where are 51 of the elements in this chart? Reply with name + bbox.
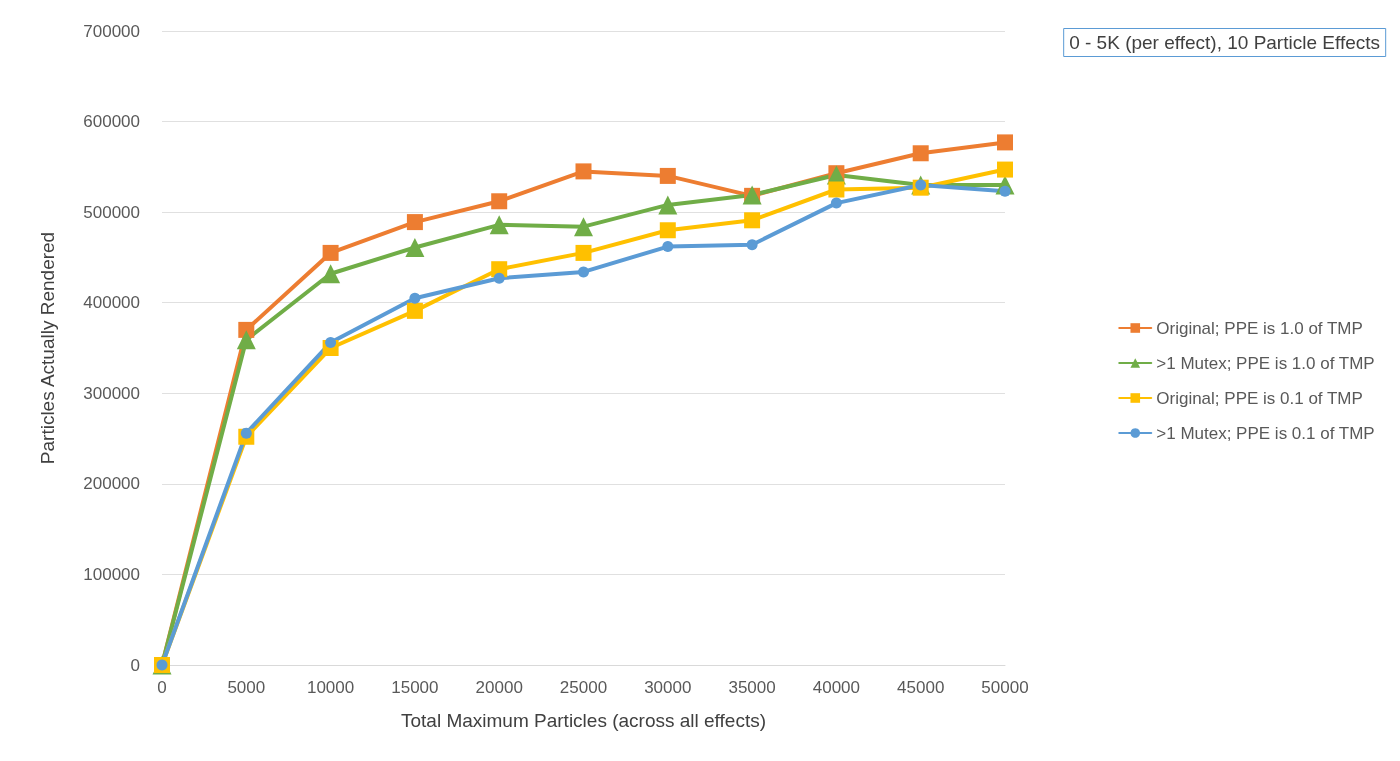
point <box>659 167 676 184</box>
point <box>744 212 761 229</box>
x-tick-label: 15000 <box>391 678 439 697</box>
y-tick-label: 100000 <box>83 564 140 584</box>
point <box>912 145 929 162</box>
y-tick-label: 300000 <box>83 383 140 403</box>
x-tick-label: 50000 <box>981 678 1029 697</box>
legend-label: >1 Mutex; PPE is 0.1 of TMP <box>1156 423 1375 443</box>
point <box>658 195 678 215</box>
point <box>830 197 842 209</box>
point <box>828 181 845 198</box>
legend-label: >1 Mutex; PPE is 1.0 of TMP <box>1156 353 1375 373</box>
y-tick-label: 0 <box>130 655 140 675</box>
point <box>575 163 592 180</box>
x-tick-label: 10000 <box>306 678 355 697</box>
y-tick-label: 400000 <box>83 293 140 313</box>
text: 0 - 5K (per effect), 10 Particle Effects <box>1069 32 1380 53</box>
point <box>746 239 758 251</box>
x-tick-label: 40000 <box>812 678 861 697</box>
point <box>406 302 423 319</box>
point <box>578 266 589 278</box>
point <box>659 222 676 239</box>
point <box>406 214 423 231</box>
point <box>574 217 593 237</box>
y-axis-title: Particles Actually Rendered <box>37 231 58 465</box>
point <box>321 264 341 284</box>
point <box>405 237 425 257</box>
y-tick-label: 200000 <box>83 474 140 494</box>
x-tick-label: 30000 <box>644 678 692 697</box>
point <box>322 244 339 261</box>
x-tick-label: 0 <box>157 678 167 697</box>
x-tick-label: 25000 <box>559 678 608 697</box>
point <box>489 215 509 235</box>
point <box>662 241 674 253</box>
x-tick-label: 20000 <box>475 678 523 697</box>
point <box>409 292 421 304</box>
point <box>997 161 1013 178</box>
point <box>493 272 505 284</box>
point <box>997 134 1013 151</box>
legend-label: Original; PPE is 1.0 of TMP <box>1156 318 1363 338</box>
point <box>575 244 592 261</box>
x-axis-title: Total Maximum Particles (across all effects) <box>401 710 766 731</box>
y-tick-label: 600000 <box>83 112 140 132</box>
point <box>491 193 508 210</box>
legend-label: Original; PPE is 0.1 of TMP <box>1156 388 1363 408</box>
x-tick-label: 5000 <box>227 678 266 697</box>
x-tick-label: 35000 <box>728 678 776 697</box>
y-tick-label: 700000 <box>83 21 140 41</box>
point <box>236 330 256 350</box>
x-tick-label: 45000 <box>897 678 945 697</box>
y-tick-label: 500000 <box>83 202 140 222</box>
